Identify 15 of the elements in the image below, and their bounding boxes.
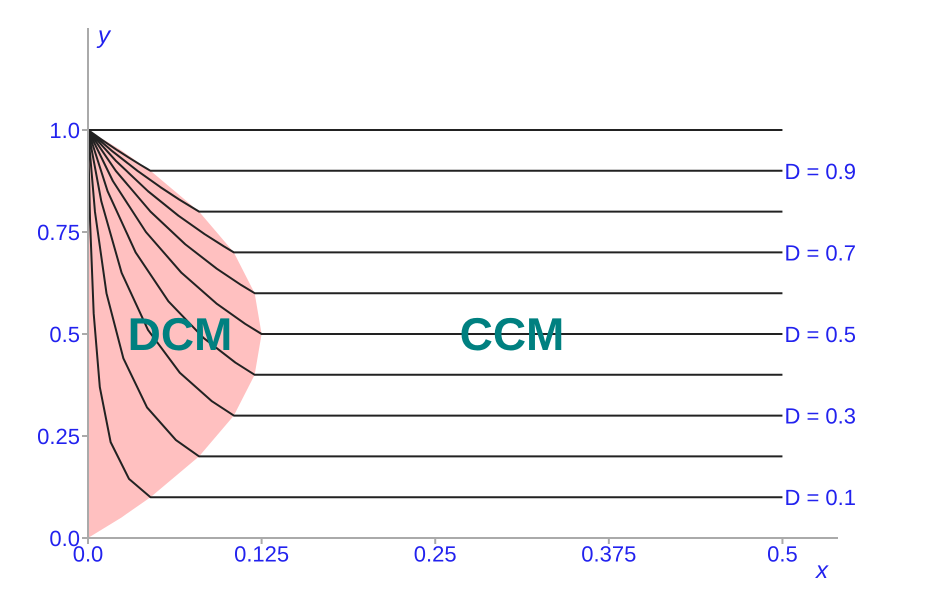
x-tick-label: 0.25 — [414, 542, 457, 567]
y-tick-label: 0.25 — [37, 424, 80, 449]
y-tick-label: 1.0 — [49, 118, 80, 143]
series-label: D = 0.3 — [784, 404, 856, 429]
y-axis-title: y — [96, 22, 112, 50]
x-tick-label: 0.375 — [581, 542, 636, 567]
x-tick-label: 0.125 — [234, 542, 290, 567]
x-axis-title: x — [815, 557, 829, 584]
series-label: D = 0.5 — [784, 322, 856, 347]
series-label: D = 0.7 — [784, 240, 856, 266]
y-tick-label: 0.75 — [37, 220, 80, 245]
series-label: D = 0.1 — [784, 485, 856, 510]
series-label: D = 0.9 — [784, 158, 856, 184]
y-tick-label: 0.5 — [49, 322, 80, 347]
x-tick-label: 0.5 — [767, 542, 798, 567]
